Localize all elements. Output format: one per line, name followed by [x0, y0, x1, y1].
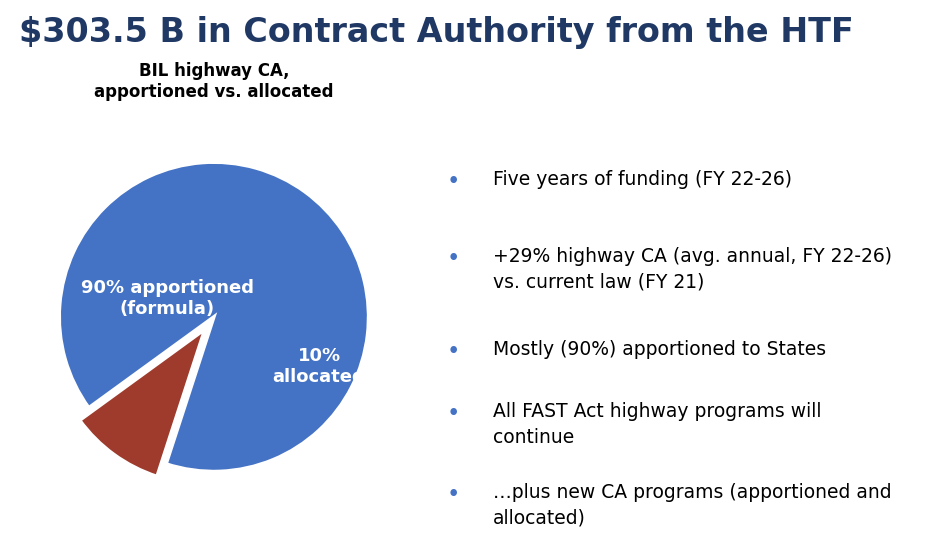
- Text: •: •: [446, 247, 459, 270]
- Text: 10%
allocated: 10% allocated: [272, 347, 365, 386]
- Text: All FAST Act highway programs will
continue: All FAST Act highway programs will conti…: [493, 402, 821, 447]
- Text: Five years of funding (FY 22-26): Five years of funding (FY 22-26): [493, 170, 792, 189]
- Text: •: •: [446, 483, 459, 506]
- Wedge shape: [80, 329, 205, 476]
- Text: …plus new CA programs (apportioned and
allocated): …plus new CA programs (apportioned and a…: [493, 483, 892, 528]
- Text: Mostly (90%) apportioned to States: Mostly (90%) apportioned to States: [493, 340, 826, 359]
- Text: +29% highway CA (avg. annual, FY 22-26)
vs. current law (FY 21): +29% highway CA (avg. annual, FY 22-26) …: [493, 247, 892, 292]
- Wedge shape: [60, 162, 368, 471]
- Text: •: •: [446, 170, 459, 193]
- Text: •: •: [446, 402, 459, 425]
- Text: •: •: [446, 340, 459, 363]
- Text: $303.5 B in Contract Authority from the HTF: $303.5 B in Contract Authority from the …: [19, 16, 854, 49]
- Title: BIL highway CA,
apportioned vs. allocated: BIL highway CA, apportioned vs. allocate…: [94, 62, 334, 101]
- Text: 90% apportioned
(formula): 90% apportioned (formula): [81, 279, 254, 318]
